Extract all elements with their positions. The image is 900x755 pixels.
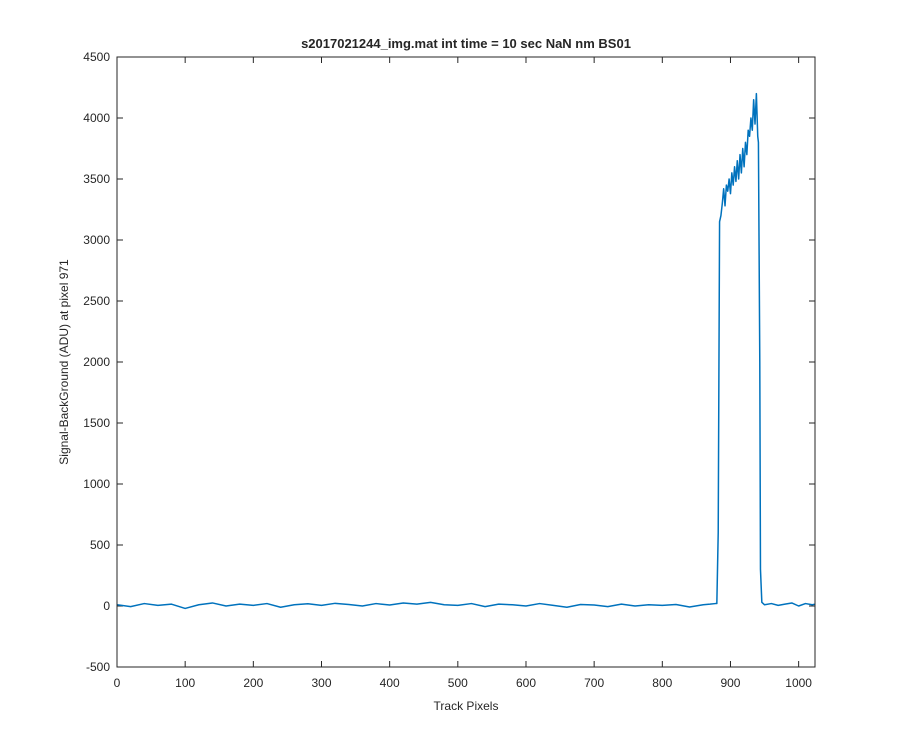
x-axis-label: Track Pixels	[434, 699, 499, 713]
y-tick-label: 500	[90, 538, 110, 552]
y-tick-label: 2000	[83, 355, 110, 369]
y-axis-label: Signal-BackGround (ADU) at pixel 971	[57, 259, 71, 465]
y-tick-label: 1500	[83, 416, 110, 430]
y-tick-label: 1000	[83, 477, 110, 491]
y-tick-label: 4500	[83, 50, 110, 64]
x-tick-label: 500	[448, 676, 468, 690]
x-tick-label: 800	[652, 676, 672, 690]
x-tick-label: 100	[175, 676, 195, 690]
x-tick-label: 700	[584, 676, 604, 690]
y-tick-label: 2500	[83, 294, 110, 308]
chart-title: s2017021244_img.mat int time = 10 sec Na…	[301, 36, 631, 51]
y-tick-label: 4000	[83, 111, 110, 125]
y-tick-label: -500	[86, 660, 110, 674]
x-tick-label: 300	[311, 676, 331, 690]
x-tick-label: 1000	[785, 676, 812, 690]
x-tick-label: 0	[114, 676, 121, 690]
data-line	[116, 92, 816, 610]
y-tick-label: 3000	[83, 233, 110, 247]
x-tick-label: 200	[243, 676, 263, 690]
y-tick-label: 0	[103, 599, 110, 613]
plot-frame	[116, 56, 816, 668]
x-tick-label: 400	[380, 676, 400, 690]
y-tick-label: 3500	[83, 172, 110, 186]
x-tick-label: 600	[516, 676, 536, 690]
x-tick-label: 900	[720, 676, 740, 690]
